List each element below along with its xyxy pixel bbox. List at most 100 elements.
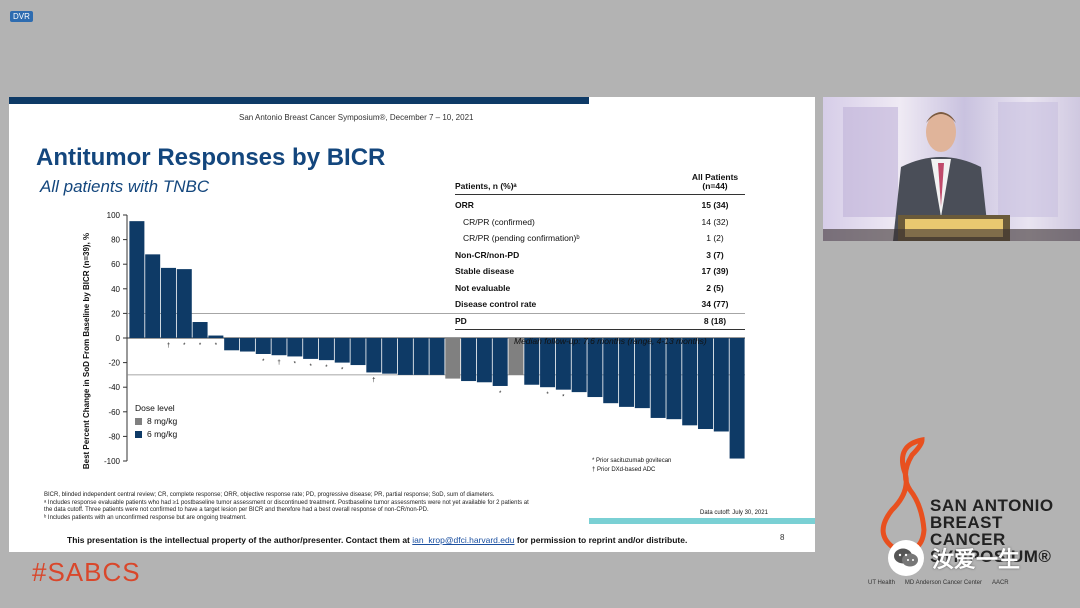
logo-line: SAN ANTONIO: [930, 496, 1054, 515]
row-value: 1 (2): [706, 233, 724, 244]
waterfall-bar: [587, 338, 603, 398]
row-label: PD: [455, 315, 467, 326]
waterfall-bar: [619, 338, 635, 407]
watermark-text: 汝爱一生: [932, 547, 1021, 572]
waterfall-bar: [350, 338, 366, 366]
waterfall-bar: [524, 338, 540, 385]
page-number: 8: [780, 533, 785, 542]
conference-header: San Antonio Breast Cancer Symposium®, De…: [239, 113, 474, 122]
waterfall-chart: 100 80 60 40 20 0 -20 -40 -60 -80 -100 † * * * * † * * * * †…: [82, 211, 745, 469]
waterfall-bar: [555, 338, 571, 390]
ip-text-after: for permission to reprint and/or distrib…: [516, 535, 688, 545]
row-value: 14 (32): [701, 216, 729, 227]
marker-legend: * Prior sacituzumab govitecan † Prior DX…: [592, 457, 671, 475]
footnote-line: ᵃ Includes response evaluable patients w…: [44, 499, 529, 506]
table-col2-header-line1: All Patients: [691, 172, 739, 182]
waterfall-bar: [318, 338, 334, 361]
legend-item: 8 mg/kg: [135, 416, 177, 426]
waterfall-bar: [303, 338, 319, 359]
table-row: ORR 15 (34): [455, 197, 745, 214]
presenter-figure: [823, 102, 1080, 241]
legend-item: 6 mg/kg: [135, 429, 177, 439]
waterfall-bar: [698, 338, 714, 430]
waterfall-bar: [729, 338, 745, 459]
table-row: PD 8 (18): [455, 313, 745, 330]
bar-marker: †: [372, 377, 375, 383]
y-tick-label: 0: [116, 334, 121, 343]
waterfall-bar: [382, 338, 398, 374]
waterfall-bar: [540, 338, 556, 388]
waterfall-bar: [239, 338, 255, 352]
y-tick-label: -40: [108, 383, 120, 392]
waterfall-bar: [129, 221, 145, 338]
waterfall-bar: [334, 338, 350, 363]
row-label: ORR: [455, 200, 474, 211]
y-tick-label: -100: [104, 457, 121, 466]
sabcs-hashtag: #SABCS: [32, 557, 141, 587]
response-table: Patients, n (%)ᵃ All Patients (n=44) ORR…: [455, 173, 745, 330]
waterfall-bar: [476, 338, 492, 383]
slide-subtitle: All patients with TNBC: [40, 177, 210, 196]
y-axis-label: Best Percent Change in SoD From Baseline…: [82, 233, 91, 469]
waterfall-bar: [571, 338, 587, 393]
bar-marker: *: [499, 391, 502, 397]
table-col2-header-line2: (n=44): [702, 181, 728, 191]
footnote-line: BICR, blinded independent central review…: [44, 492, 495, 498]
bar-marker: *: [309, 364, 312, 370]
data-cutoff: Data cutoff: July 30, 2021: [700, 510, 768, 516]
table-row: Not evaluable 2 (5): [455, 280, 745, 297]
row-label: Stable disease: [455, 266, 515, 277]
bar-marker: †: [167, 343, 170, 349]
slide-title: Antitumor Responses by BICR: [36, 144, 386, 171]
footnote-line: ᵇ Includes patients with an unconfirmed …: [44, 514, 247, 521]
waterfall-bar: [255, 338, 271, 354]
y-tick-label: -20: [108, 359, 120, 368]
waterfall-bar: [208, 335, 224, 338]
table-row: Disease control rate 34 (77): [455, 296, 745, 313]
y-tick-label: 100: [107, 211, 121, 220]
bar-marker: *: [262, 359, 265, 365]
bar-marker: *: [546, 392, 549, 398]
dvr-badge: DVR: [10, 11, 33, 22]
slide-top-bar: [9, 97, 589, 104]
footnotes: BICR, blinded independent central review…: [44, 492, 704, 522]
table-row: Non-CR/non-PD 3 (7): [455, 247, 745, 264]
partner-logos: UT Health MD Anderson Cancer Center AACR: [868, 580, 1009, 586]
bar-marker: †: [277, 360, 280, 366]
row-value: 8 (18): [703, 315, 727, 326]
footnote-line: the data cutoff. Three patients were not…: [44, 507, 429, 513]
presentation-slide: San Antonio Breast Cancer Symposium®, De…: [9, 97, 815, 552]
bar-marker: *: [215, 343, 218, 349]
waterfall-bar: [366, 338, 382, 373]
waterfall-bar: [445, 338, 461, 379]
ip-text-before: This presentation is the intellectual pr…: [67, 535, 410, 545]
wechat-watermark: 汝爱一生: [888, 540, 1020, 576]
waterfall-bar: [634, 338, 650, 409]
bar-marker: *: [341, 368, 344, 374]
marker-legend-dxd: † Prior DXd-based ADC: [592, 467, 656, 473]
bar-marker: *: [325, 365, 328, 371]
table-col1-header: Patients, n (%)ᵃ: [455, 181, 517, 191]
y-tick-label: 80: [111, 236, 120, 245]
legend-swatch: [135, 430, 142, 438]
table-bottom-rule: [455, 329, 745, 330]
waterfall-bar: [192, 322, 208, 338]
row-value: 3 (7): [706, 249, 724, 260]
legend-label: 8 mg/kg: [147, 416, 178, 426]
partner-aacr: AACR: [991, 580, 1009, 586]
waterfall-bar: [650, 338, 666, 418]
ip-notice: This presentation is the intellectual pr…: [67, 535, 687, 545]
waterfall-bar: [176, 269, 192, 338]
waterfall-bar: [492, 338, 508, 386]
partner-ut-health: UT Health: [868, 580, 895, 586]
bar-marker: *: [199, 343, 202, 349]
table-row: CR/PR (pending confirmation)ᵇ 1 (2): [455, 230, 745, 247]
row-value: 34 (77): [701, 299, 729, 310]
waterfall-bar: [160, 267, 176, 338]
y-tick-label: -80: [108, 432, 120, 441]
contact-email-link[interactable]: ian_krop@dfci.harvard.edu: [412, 535, 515, 545]
table-col2-header: All Patients (n=44): [685, 173, 745, 191]
row-label: Non-CR/non-PD: [455, 249, 520, 260]
waterfall-bar: [666, 338, 682, 420]
legend-label: 6 mg/kg: [147, 429, 178, 439]
